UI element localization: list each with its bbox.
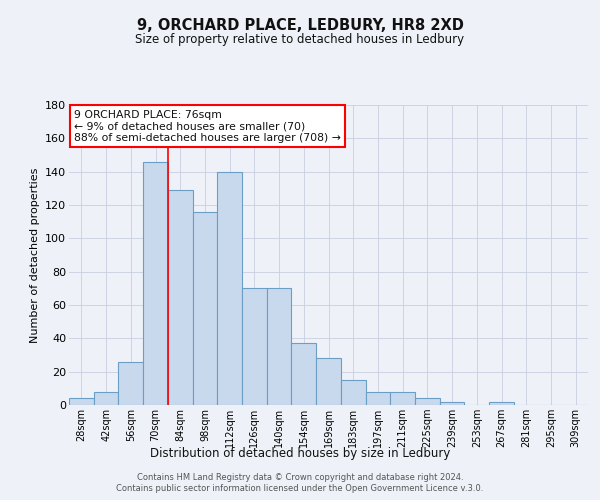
Y-axis label: Number of detached properties: Number of detached properties [29,168,40,342]
Bar [217,172,242,405]
Bar [390,392,415,405]
Text: 9 ORCHARD PLACE: 76sqm
← 9% of detached houses are smaller (70)
88% of semi-deta: 9 ORCHARD PLACE: 76sqm ← 9% of detached … [74,110,341,142]
Bar [143,162,168,405]
Bar [168,190,193,405]
Bar [365,392,390,405]
Bar [341,380,365,405]
Bar [69,398,94,405]
Text: 9, ORCHARD PLACE, LEDBURY, HR8 2XD: 9, ORCHARD PLACE, LEDBURY, HR8 2XD [137,18,463,32]
Bar [242,288,267,405]
Bar [489,402,514,405]
Text: Contains HM Land Registry data © Crown copyright and database right 2024.: Contains HM Land Registry data © Crown c… [137,472,463,482]
Bar [440,402,464,405]
Text: Distribution of detached houses by size in Ledbury: Distribution of detached houses by size … [150,448,450,460]
Text: Size of property relative to detached houses in Ledbury: Size of property relative to detached ho… [136,32,464,46]
Bar [118,362,143,405]
Bar [292,344,316,405]
Text: Contains public sector information licensed under the Open Government Licence v.: Contains public sector information licen… [116,484,484,493]
Bar [94,392,118,405]
Bar [267,288,292,405]
Bar [193,212,217,405]
Bar [316,358,341,405]
Bar [415,398,440,405]
